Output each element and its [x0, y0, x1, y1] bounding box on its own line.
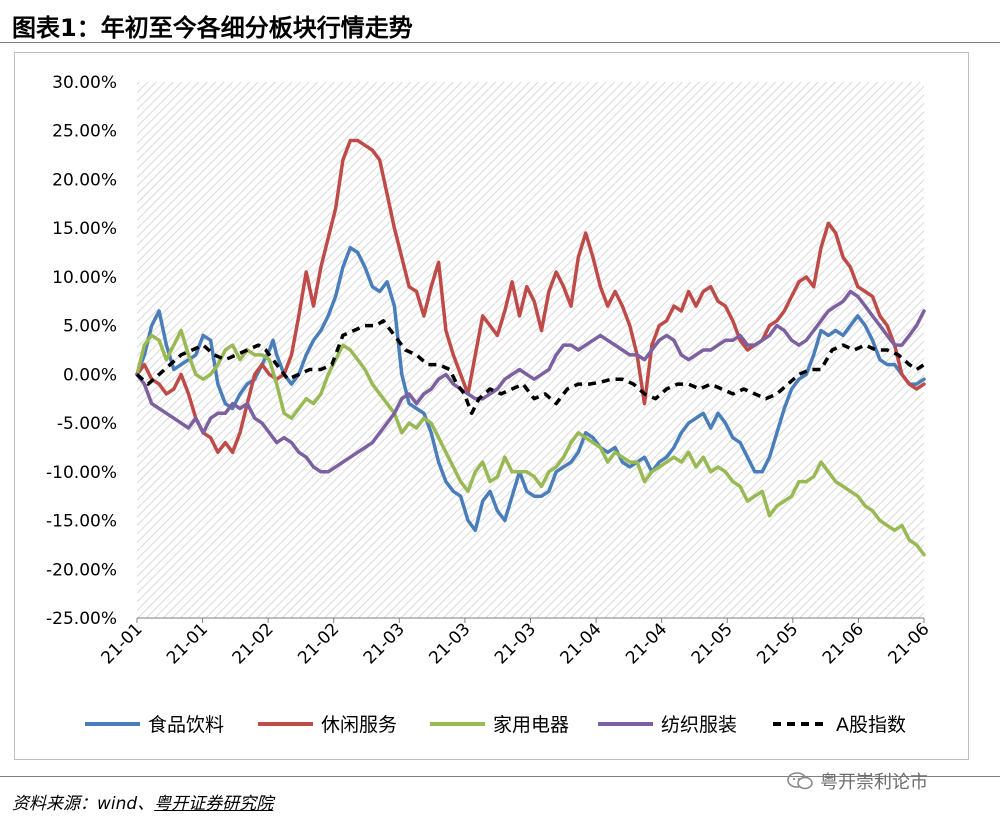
x-tick-label: 21-04: [557, 619, 606, 668]
watermark-text: 粤开崇利论市: [820, 772, 928, 793]
series-line: [135, 328, 926, 557]
chart-title: 图表1：年初至今各细分板块行情走势: [12, 14, 413, 42]
x-tick-label: 21-01: [163, 619, 212, 668]
x-tick-label: 21-05: [688, 619, 737, 668]
y-tick-label: -15.00%: [46, 512, 117, 532]
y-tick-label: 0.00%: [63, 365, 117, 385]
y-tick-label: -5.00%: [57, 414, 117, 434]
footer-divider: [0, 776, 1000, 777]
series-line: [135, 138, 926, 455]
source-prefix: 资料来源：wind、: [12, 794, 155, 814]
y-tick-label: -20.00%: [46, 560, 117, 580]
source-org: 粤开证券研究院: [154, 794, 274, 814]
series-layer: [135, 138, 926, 557]
y-tick-label: -10.00%: [46, 463, 117, 483]
legend: 食品饮料 休闲服务 家用电器 纺织服装 A股指数: [85, 714, 906, 736]
source-note: 资料来源：wind、粤开证券研究院: [12, 789, 273, 814]
x-tick-label: 21-06: [819, 619, 868, 668]
series-line: [135, 289, 926, 474]
legend-label: 食品饮料: [148, 714, 224, 736]
legend-label: A股指数: [836, 714, 906, 736]
watermark: 粤开崇利论市: [786, 764, 986, 798]
chart-frame: [14, 52, 969, 760]
x-tick-label: 21-03: [425, 619, 474, 668]
legend-label: 家用电器: [493, 714, 569, 736]
y-tick-label: 5.00%: [63, 317, 117, 337]
y-tick-label: 30.00%: [52, 73, 117, 93]
legend-label: 休闲服务: [321, 714, 397, 736]
x-tick-label: 21-06: [884, 619, 933, 668]
y-tick-label: 10.00%: [52, 268, 117, 288]
y-tick-label: 15.00%: [52, 219, 117, 239]
series-line: [135, 245, 926, 533]
x-tick-label: 21-04: [622, 619, 671, 668]
x-tick-label: 21-03: [491, 619, 540, 668]
y-tick-label: -25.00%: [46, 609, 117, 629]
legend-label: 纺织服装: [661, 714, 737, 736]
wechat-icon: [787, 772, 813, 790]
y-tick-label: 20.00%: [52, 170, 117, 190]
y-tick-label: 25.00%: [52, 122, 117, 142]
y-axis: 30.00% 25.00% 20.00% 15.00% 10.00% 5.00% 0.00%…: [46, 73, 117, 629]
x-tick-label: 21-02: [294, 619, 343, 668]
x-tick-label: 21-05: [753, 619, 802, 668]
plot-area: [137, 82, 924, 618]
x-tick-label: 21-02: [229, 619, 278, 668]
series-line: [135, 319, 925, 416]
title-divider: [0, 42, 1000, 43]
x-tick-label: 21-03: [360, 619, 409, 668]
